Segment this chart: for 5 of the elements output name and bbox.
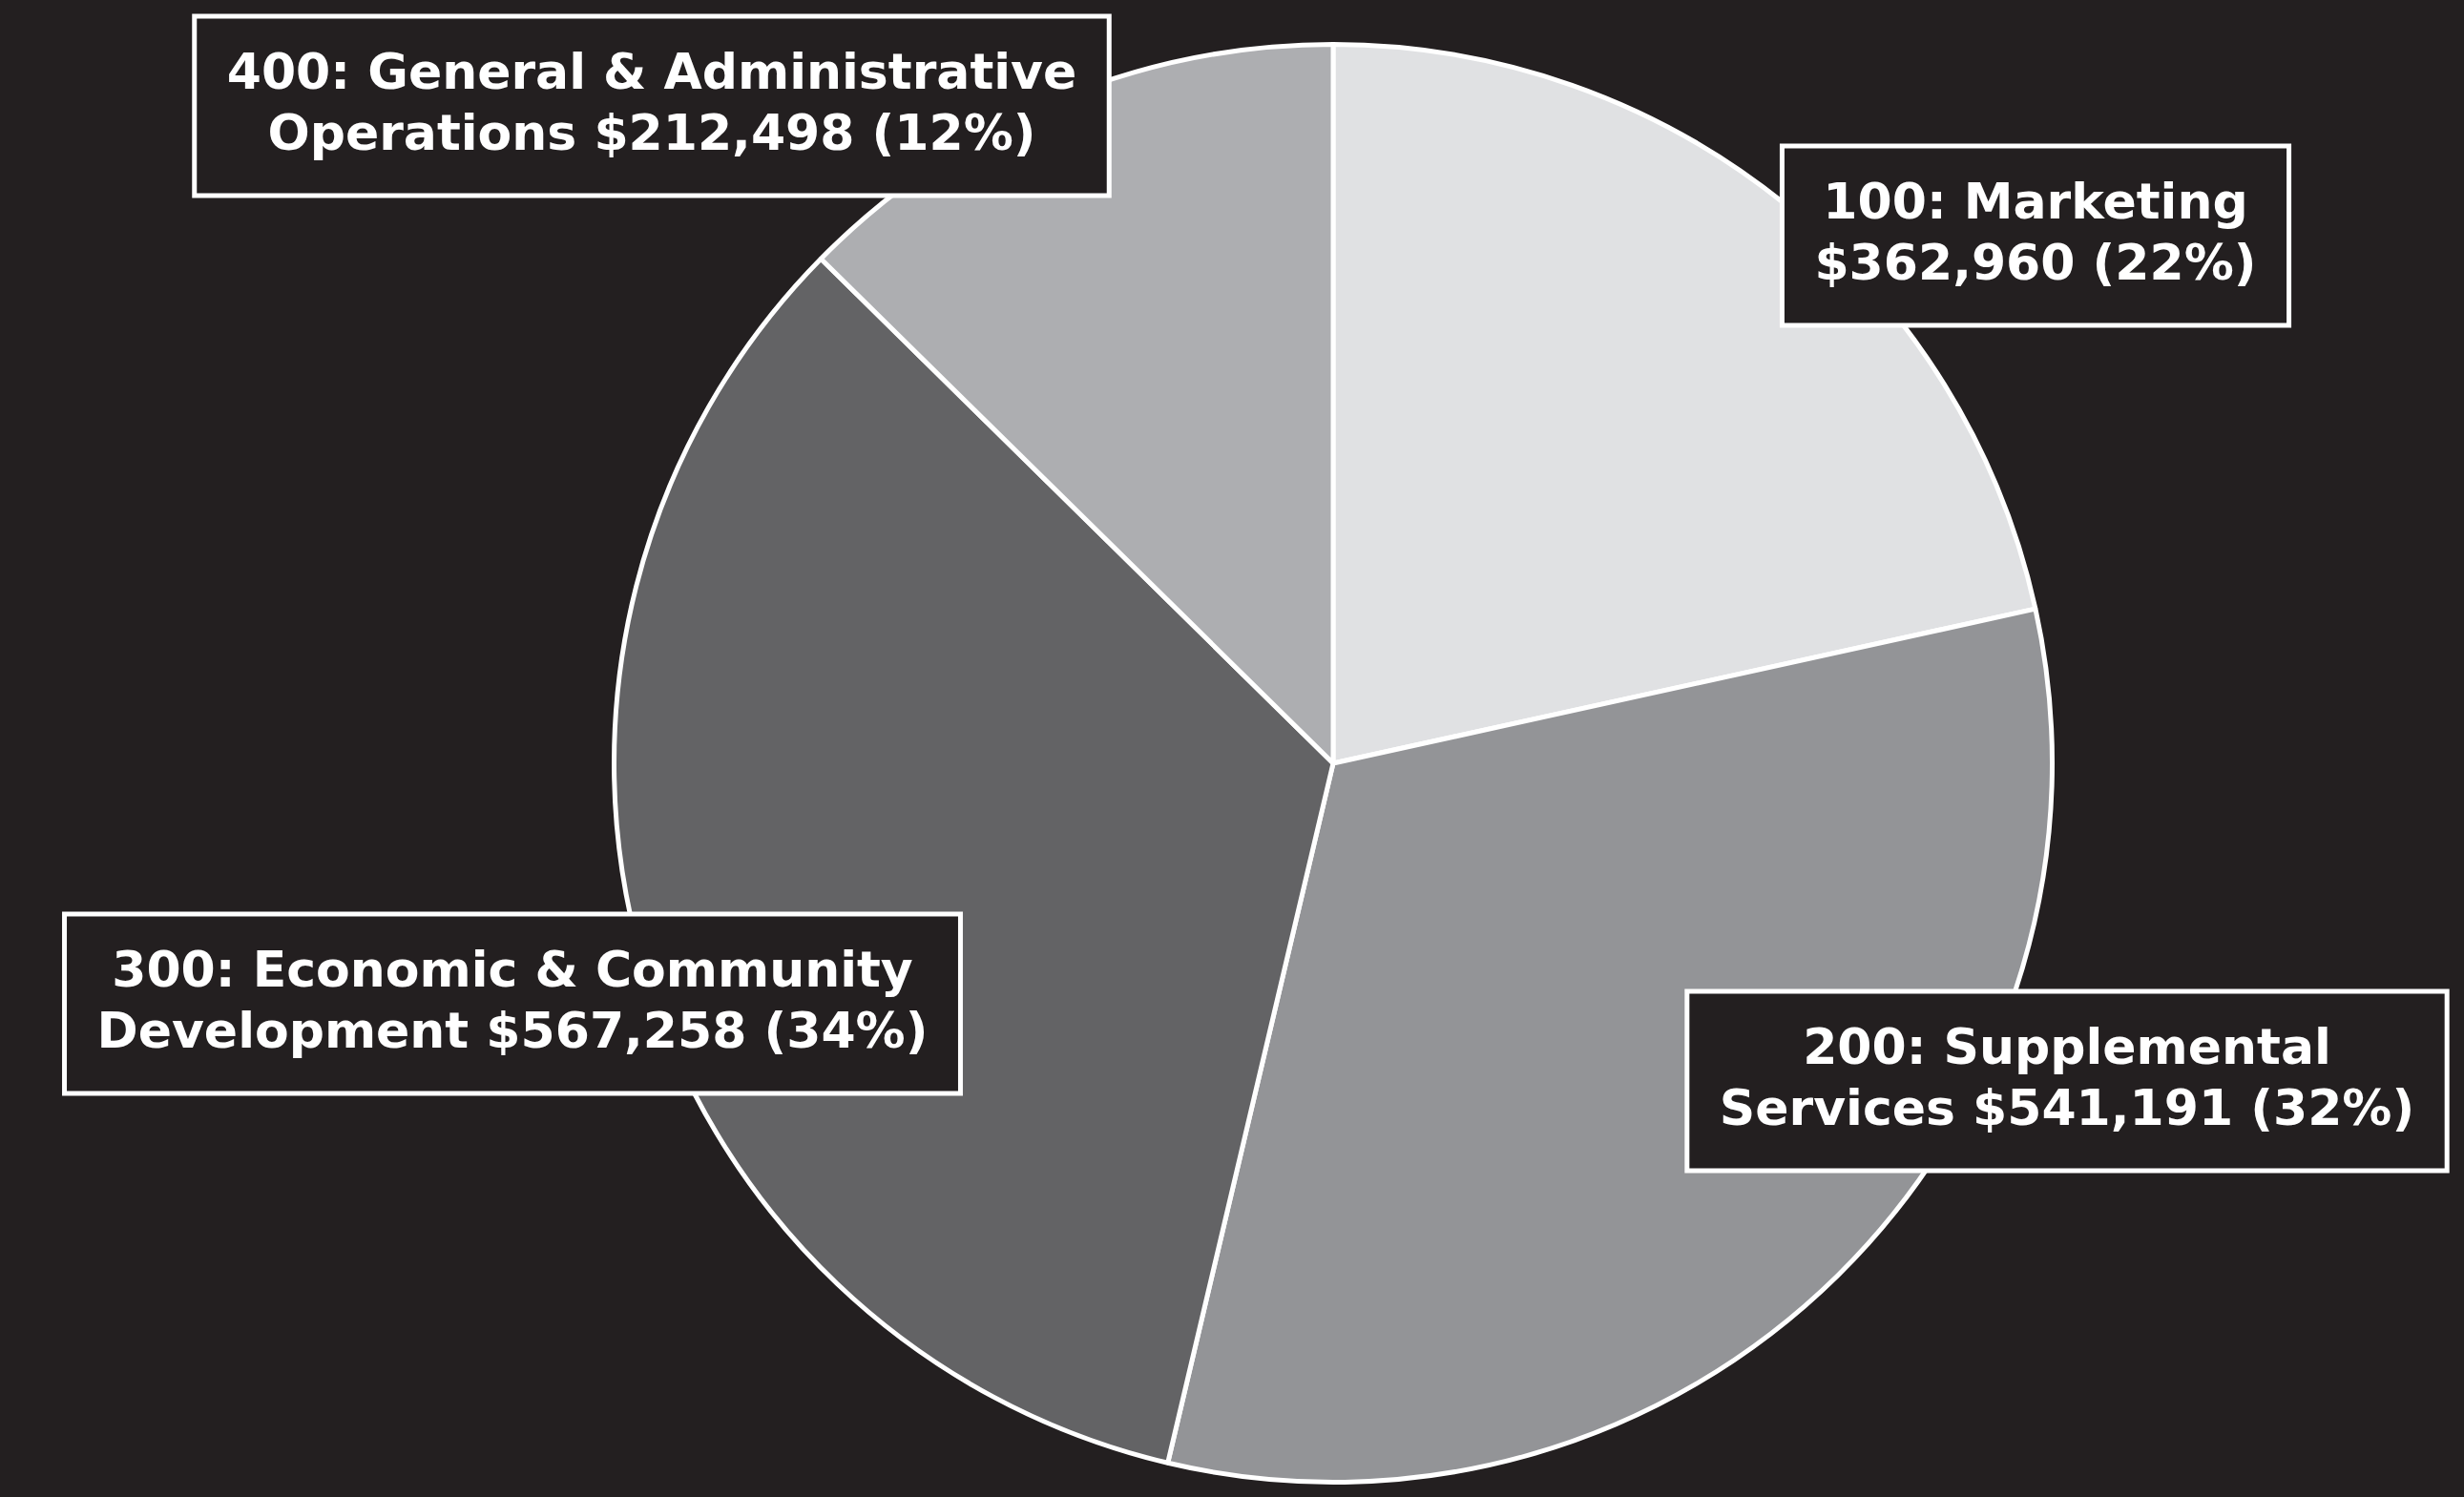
data-label: $362,960 (22%) <box>1814 233 2257 291</box>
slice-label: 200: Supplemental Services $541,191 (32%) <box>1719 1017 2415 1136</box>
slice-label: 300: Economic & Community Development $567,258 (34%) <box>96 940 929 1059</box>
slice-label: 100: Marketing <box>1823 172 2248 230</box>
slice-label: 400: General & Administrative Operations $212,498 (12%) <box>226 42 1077 161</box>
